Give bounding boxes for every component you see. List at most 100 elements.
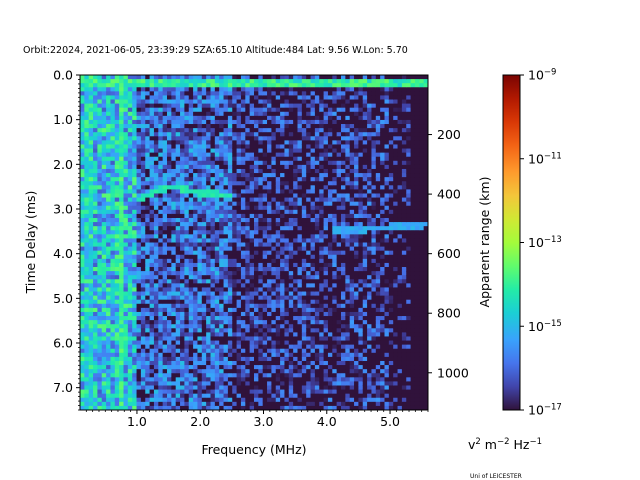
heatmap-cell — [245, 177, 251, 182]
heatmap-cell — [210, 352, 216, 358]
heatmap-cell — [119, 340, 124, 346]
heatmap-cell — [171, 377, 177, 382]
heatmap-cell — [219, 87, 225, 92]
heatmap-cell — [262, 336, 268, 342]
heatmap-cell — [258, 271, 264, 276]
heatmap-cell — [93, 336, 98, 342]
heatmap-cell — [197, 107, 203, 113]
heatmap-cell — [280, 87, 285, 92]
heatmap-cell — [84, 107, 90, 113]
heatmap-cell — [188, 173, 194, 178]
heatmap-cell — [149, 79, 155, 84]
heatmap-cell — [267, 177, 272, 182]
heatmap-cell — [332, 83, 338, 88]
heatmap-cell — [214, 115, 220, 121]
heatmap-cell — [214, 311, 220, 317]
heatmap-cell — [114, 254, 120, 260]
heatmap-cell — [258, 405, 264, 411]
heatmap-cell — [201, 193, 207, 199]
heatmap-cell — [106, 136, 111, 141]
heatmap-cell — [136, 87, 142, 92]
heatmap-cell — [114, 340, 120, 346]
heatmap-cell — [327, 307, 333, 313]
heatmap-cell — [223, 238, 229, 243]
heatmap-cell — [136, 83, 142, 88]
heatmap-cell — [97, 336, 103, 342]
heatmap-cell — [314, 271, 320, 276]
heatmap-cell — [197, 385, 203, 391]
heatmap-cell — [197, 320, 203, 325]
heatmap-cell — [140, 365, 146, 370]
heatmap-cell — [158, 377, 164, 382]
heatmap-cell — [162, 164, 168, 170]
heatmap-cell — [206, 295, 211, 301]
heatmap-cell — [158, 193, 164, 199]
heatmap-cell — [80, 365, 85, 370]
heatmap-cell — [319, 365, 325, 370]
heatmap-cell — [267, 79, 272, 84]
heatmap-cell — [197, 164, 203, 170]
heatmap-cell — [162, 250, 168, 256]
heatmap-cell — [223, 291, 229, 297]
heatmap-cell — [245, 340, 251, 346]
heatmap-cell — [106, 279, 111, 284]
heatmap-cell — [88, 393, 94, 399]
heatmap-cell — [88, 291, 94, 297]
heatmap-cell — [123, 271, 129, 276]
heatmap-cell — [158, 381, 164, 386]
heatmap-cell — [297, 201, 303, 207]
heatmap-cell — [127, 401, 133, 407]
heatmap-cell — [97, 144, 103, 150]
heatmap-cell — [88, 373, 94, 378]
heatmap-cell — [210, 250, 216, 256]
heatmap-cell — [249, 103, 255, 109]
heatmap-cell — [97, 397, 103, 403]
heatmap-cell — [101, 352, 107, 358]
heatmap-cell — [301, 217, 307, 223]
heatmap-cell — [223, 279, 229, 284]
heatmap-cell — [332, 348, 338, 354]
heatmap-cell — [171, 393, 177, 399]
heatmap-cell — [153, 132, 159, 137]
heatmap-cell — [158, 393, 164, 399]
heatmap-cell — [93, 389, 98, 395]
heatmap-cell — [310, 381, 316, 386]
heatmap-cell — [214, 320, 220, 325]
heatmap-cell — [336, 132, 342, 137]
heatmap-cell — [258, 177, 264, 182]
heatmap-cell — [84, 222, 90, 227]
heatmap-cell — [110, 148, 116, 154]
heatmap-cell — [214, 164, 220, 170]
heatmap-cell — [310, 83, 316, 88]
heatmap-cell — [223, 99, 229, 105]
heatmap-cell — [262, 83, 268, 88]
heatmap-cell — [301, 156, 307, 162]
heatmap-cell — [132, 156, 138, 162]
heatmap-cell — [219, 385, 225, 391]
heatmap-cell — [114, 115, 120, 121]
heatmap-cell — [201, 160, 207, 166]
heatmap-cell — [297, 140, 303, 145]
heatmap-cell — [245, 238, 251, 243]
heatmap-cell — [123, 209, 129, 215]
heatmap-cell — [140, 246, 146, 252]
heatmap-cell — [162, 119, 168, 125]
heatmap-cell — [301, 254, 307, 260]
heatmap-cell — [245, 369, 251, 374]
heatmap-cell — [267, 209, 272, 215]
heatmap-cell — [236, 213, 242, 219]
heatmap-cell — [197, 201, 203, 207]
heatmap-cell — [88, 75, 94, 80]
heatmap-cell — [119, 242, 124, 248]
heatmap-cell — [153, 103, 159, 109]
heatmap-cell — [314, 365, 320, 370]
heatmap-cell — [171, 111, 177, 117]
heatmap-cell — [88, 385, 94, 391]
heatmap-cell — [110, 320, 116, 325]
heatmap-cell — [240, 320, 246, 325]
heatmap-cell — [323, 377, 329, 382]
heatmap-cell — [267, 226, 272, 231]
heatmap-cell — [197, 156, 203, 162]
heatmap-cell — [323, 152, 329, 158]
heatmap-cell — [341, 124, 346, 129]
